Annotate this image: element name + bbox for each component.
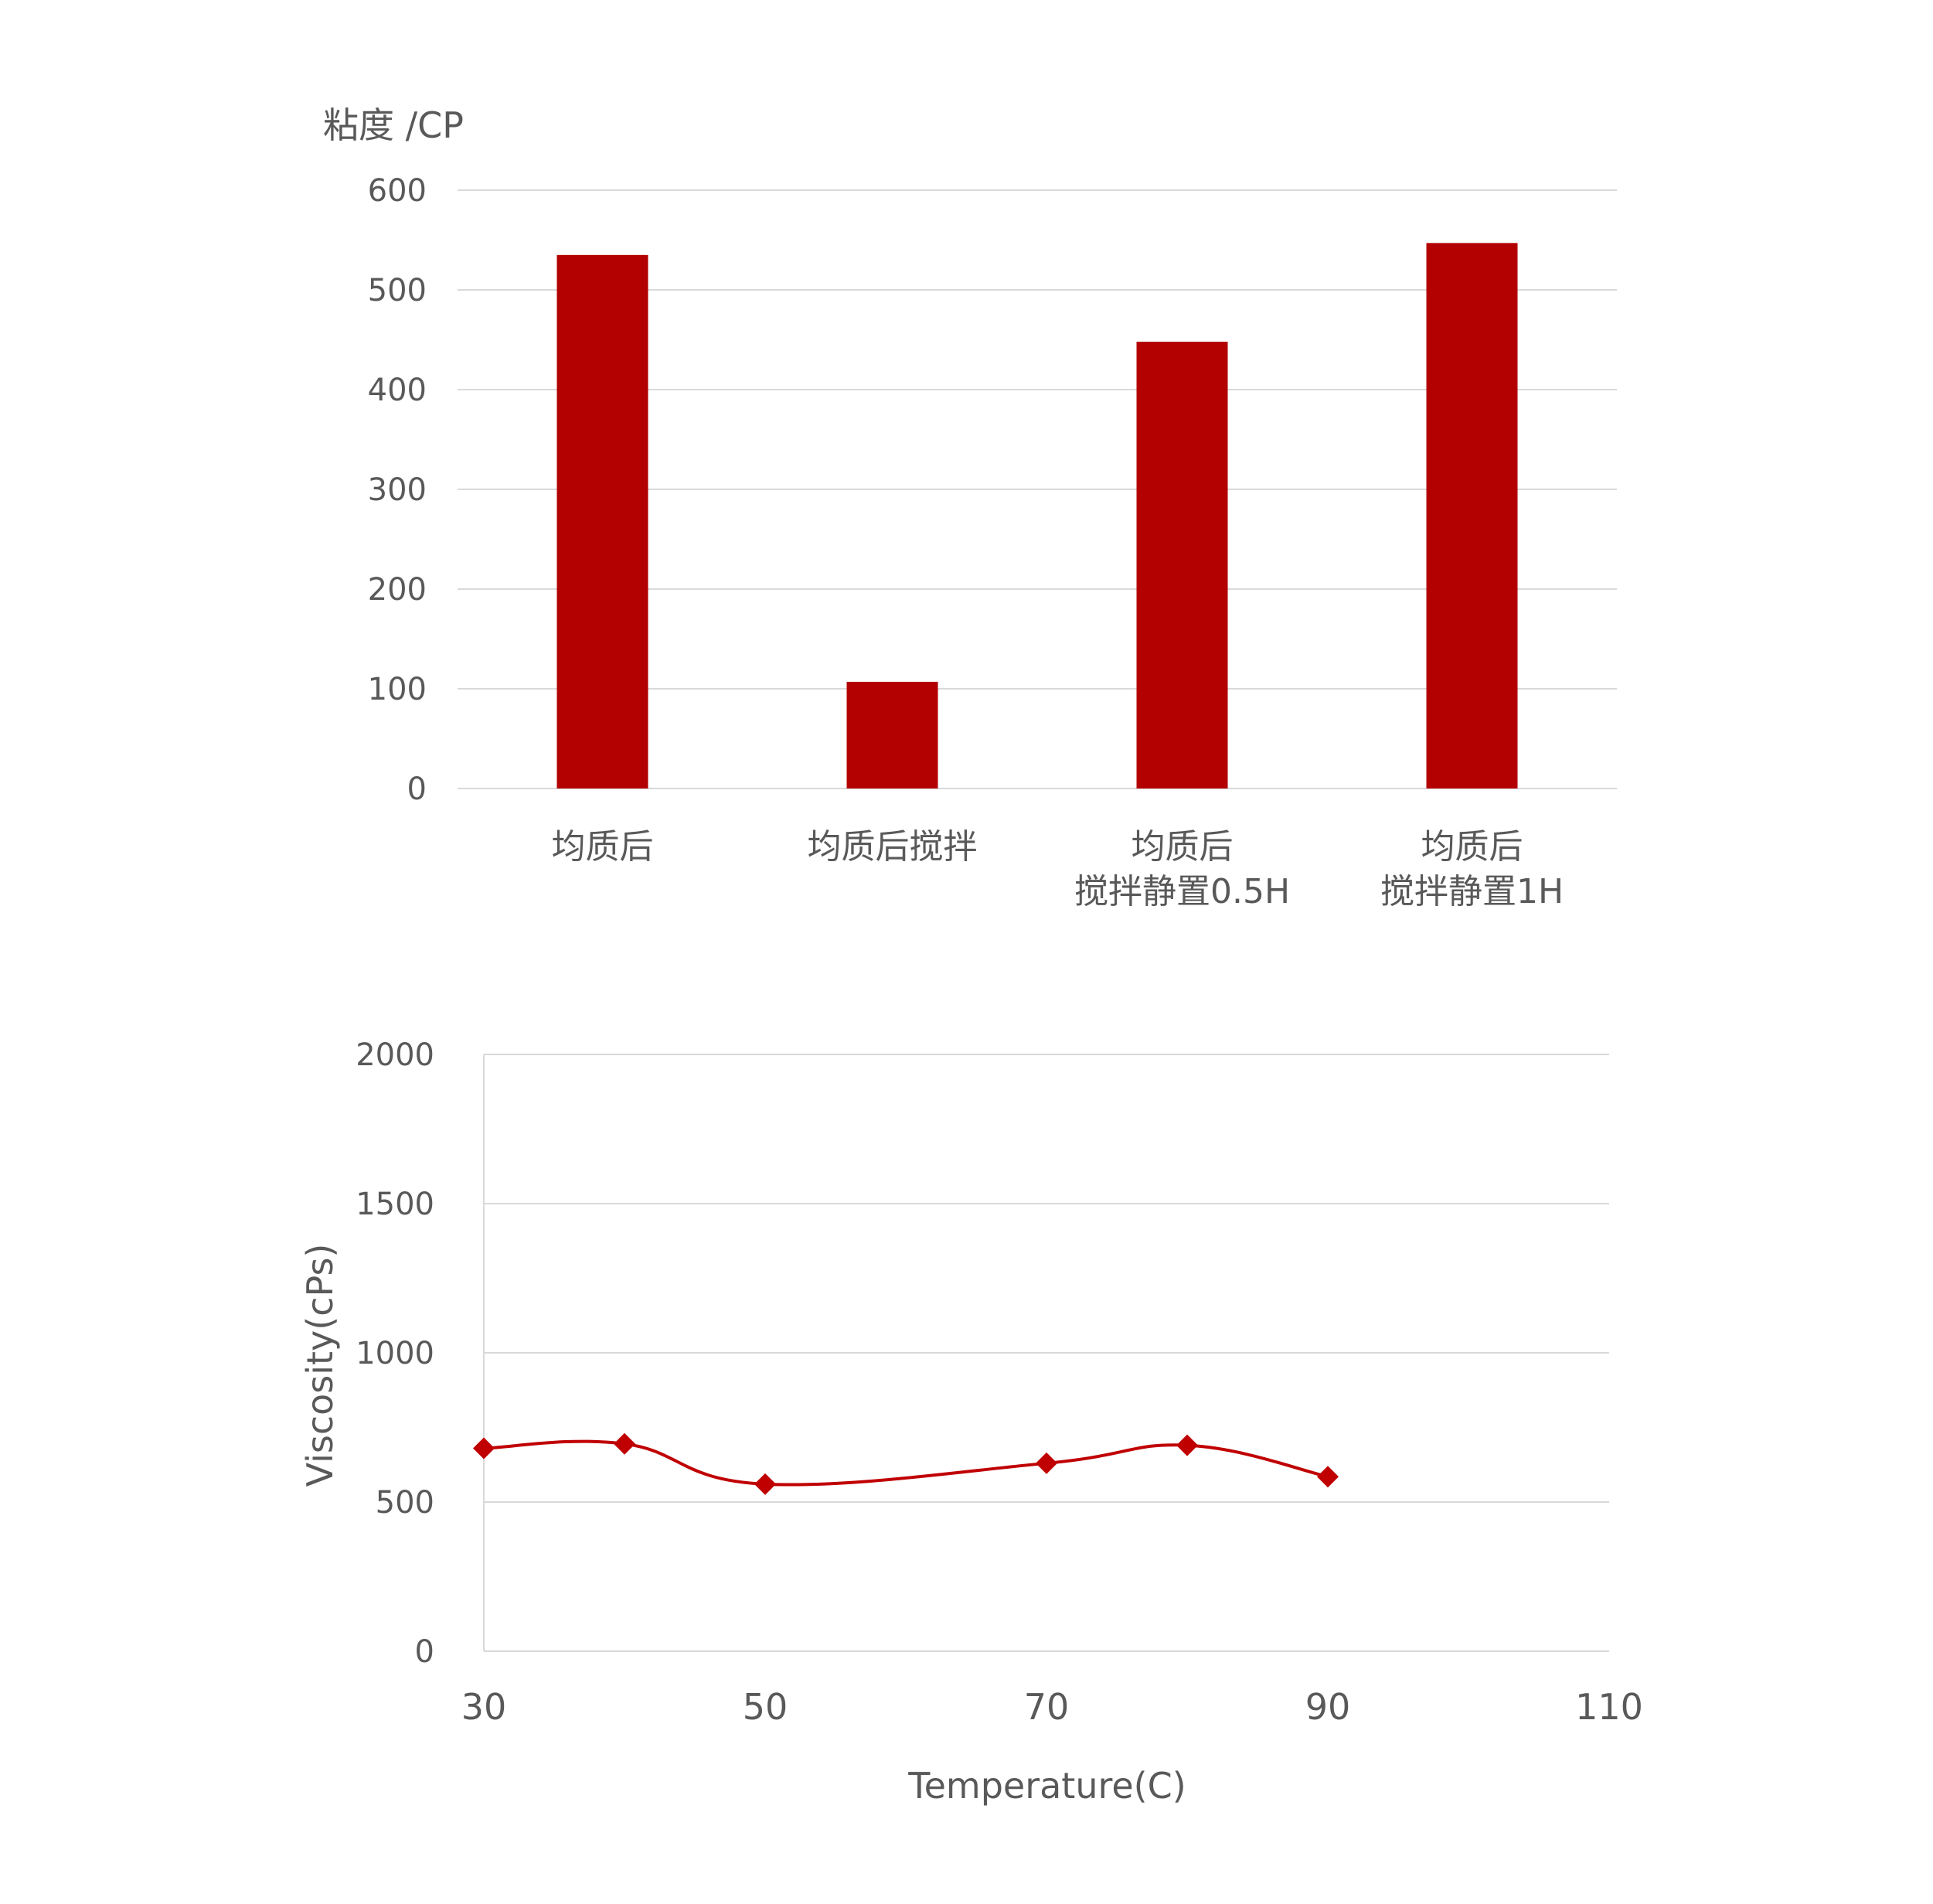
line-chart: 0 500 1000 1500 2000 30 50 70 90 110 Temperature…: [299, 1037, 1643, 1807]
bar-chart-bars: [556, 243, 1518, 789]
bar-y-tick-label: 100: [368, 672, 427, 707]
bar-y-tick-label: 0: [407, 771, 427, 807]
line-x-tick-label: 70: [1024, 1686, 1070, 1728]
line-chart-xlabel: Temperature(C): [907, 1765, 1186, 1807]
line-chart-x-ticks: 30 50 70 90 110: [461, 1686, 1643, 1728]
line-point-marker: [1036, 1452, 1057, 1474]
bar-y-tick-label: 200: [368, 572, 427, 608]
line-chart-gridlines: [484, 1054, 1609, 1652]
bar-chart: 粘度 /CP 0 100 200 300 400 500 600 均质后 均质后搅拌 均质后搅拌…: [323, 104, 1617, 911]
bar-chart-ylabel: 粘度 /CP: [323, 104, 464, 146]
bar-category-label: 搅拌静置0.5H: [1074, 872, 1290, 911]
line-y-tick-label: 500: [376, 1485, 434, 1521]
line-x-tick-label: 90: [1305, 1686, 1351, 1728]
bar-y-tick-label: 600: [368, 173, 427, 209]
line-x-tick-label: 110: [1575, 1686, 1643, 1728]
line-chart-series-line: [483, 1439, 1329, 1487]
bar-category-label: 搅拌静置1H: [1380, 872, 1564, 911]
bar-chart-y-ticks: 0 100 200 300 400 500 600: [368, 173, 427, 807]
line-y-tick-label: 1000: [356, 1336, 434, 1371]
line-y-tick-label: 2000: [356, 1037, 434, 1073]
line-point-marker: [1176, 1434, 1198, 1456]
bar-category-label: 均质后: [1421, 827, 1523, 867]
line-point-marker: [614, 1432, 635, 1455]
line-chart-ylabel: Viscosity(cPs): [299, 1244, 341, 1487]
bar-chart-gridlines: [458, 189, 1617, 789]
bar: [846, 681, 938, 789]
line-point-marker: [754, 1473, 776, 1495]
line-point-marker: [1317, 1466, 1339, 1488]
line-chart-points: [473, 1432, 1339, 1495]
bar-y-tick-label: 300: [368, 472, 427, 508]
bar-y-tick-label: 500: [368, 273, 427, 308]
bar: [1426, 243, 1518, 789]
line-x-tick-label: 50: [743, 1686, 788, 1728]
bar-category-label: 均质后搅拌: [808, 827, 978, 867]
line-y-tick-label: 0: [415, 1634, 434, 1670]
bar: [1136, 342, 1228, 789]
line-x-tick-label: 30: [461, 1686, 507, 1728]
line-y-tick-label: 1500: [356, 1187, 434, 1222]
line-point-marker: [473, 1437, 495, 1460]
line-chart-y-ticks: 0 500 1000 1500 2000: [356, 1037, 434, 1670]
bar: [556, 254, 648, 789]
bar-y-tick-label: 400: [368, 373, 427, 408]
bar-category-label: 均质后: [1132, 827, 1234, 867]
bar-category-label: 均质后: [552, 827, 654, 867]
